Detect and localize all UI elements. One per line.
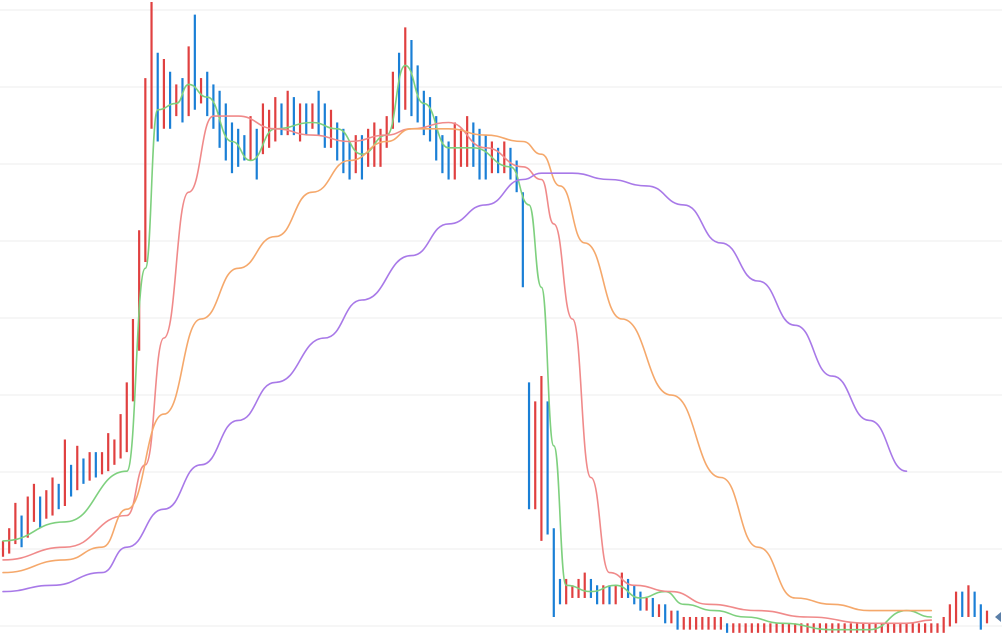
candles-layer xyxy=(1,2,989,633)
moving-average-ma-fast xyxy=(2,64,933,631)
last-price-marker-icon xyxy=(995,611,1001,622)
grid-lines xyxy=(0,9,1002,627)
moving-average-ma-long xyxy=(2,172,908,593)
moving-average-ma-mid xyxy=(2,115,933,625)
moving-average-ma-slow xyxy=(2,128,933,612)
moving-averages-layer xyxy=(2,64,933,631)
price-marker-layer xyxy=(995,611,1001,622)
